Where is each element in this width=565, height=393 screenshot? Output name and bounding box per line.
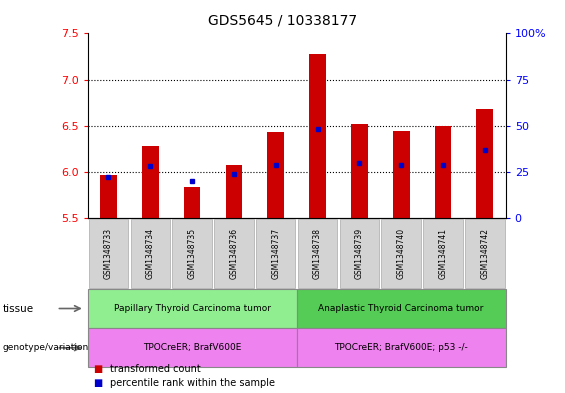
Text: genotype/variation: genotype/variation: [3, 343, 89, 352]
Bar: [476, 109, 493, 218]
Text: GSM1348735: GSM1348735: [188, 228, 197, 279]
Text: GSM1348739: GSM1348739: [355, 228, 364, 279]
Text: TPOCreER; BrafV600E; p53 -/-: TPOCreER; BrafV600E; p53 -/-: [334, 343, 468, 352]
Text: ■: ■: [93, 378, 102, 388]
Bar: [184, 187, 201, 218]
Text: GDS5645 / 10338177: GDS5645 / 10338177: [208, 14, 357, 28]
Text: tissue: tissue: [3, 303, 34, 314]
Text: GSM1348736: GSM1348736: [229, 228, 238, 279]
Bar: [434, 126, 451, 218]
Text: GSM1348733: GSM1348733: [104, 228, 113, 279]
Text: GSM1348734: GSM1348734: [146, 228, 155, 279]
Text: percentile rank within the sample: percentile rank within the sample: [110, 378, 275, 388]
Text: GSM1348738: GSM1348738: [313, 228, 322, 279]
Text: GSM1348737: GSM1348737: [271, 228, 280, 279]
Bar: [267, 132, 284, 218]
Text: Anaplastic Thyroid Carcinoma tumor: Anaplastic Thyroid Carcinoma tumor: [319, 304, 484, 313]
Bar: [142, 146, 159, 218]
Bar: [393, 131, 410, 218]
Text: GSM1348740: GSM1348740: [397, 228, 406, 279]
Text: Papillary Thyroid Carcinoma tumor: Papillary Thyroid Carcinoma tumor: [114, 304, 271, 313]
Text: GSM1348742: GSM1348742: [480, 228, 489, 279]
Text: transformed count: transformed count: [110, 364, 201, 375]
Bar: [351, 124, 368, 218]
Bar: [100, 175, 117, 218]
Text: ■: ■: [93, 364, 102, 375]
Text: TPOCreER; BrafV600E: TPOCreER; BrafV600E: [143, 343, 241, 352]
Bar: [225, 165, 242, 218]
Bar: [309, 54, 326, 218]
Text: GSM1348741: GSM1348741: [438, 228, 447, 279]
